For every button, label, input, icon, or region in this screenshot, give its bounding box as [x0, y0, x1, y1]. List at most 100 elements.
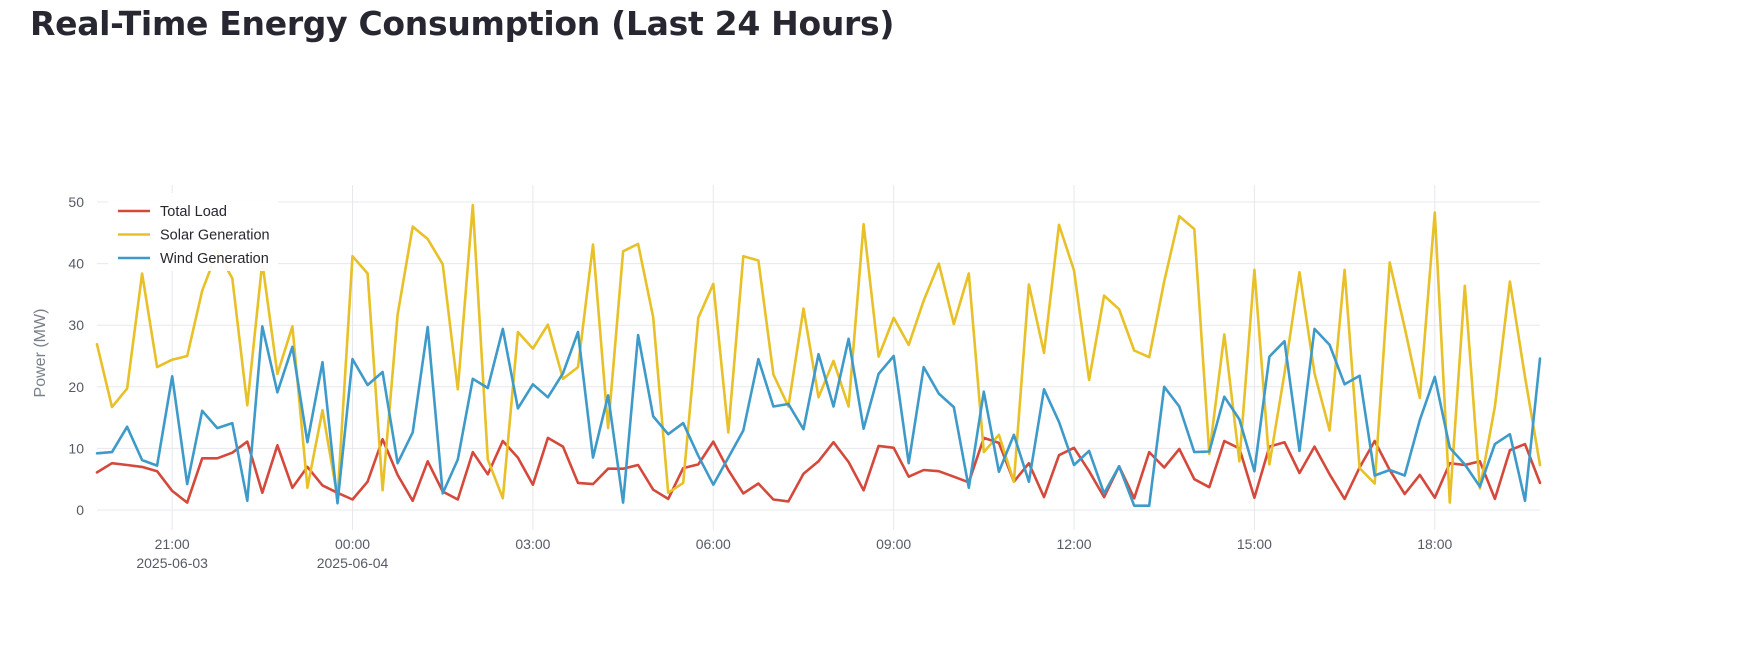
data-point[interactable]	[350, 356, 356, 362]
data-point[interactable]	[109, 449, 115, 455]
data-point[interactable]	[861, 426, 867, 432]
data-point[interactable]	[1041, 350, 1047, 356]
data-point[interactable]	[1402, 473, 1408, 479]
data-point[interactable]	[755, 481, 761, 487]
data-point[interactable]	[289, 485, 295, 491]
data-point[interactable]	[831, 358, 837, 364]
data-point[interactable]	[620, 248, 626, 254]
data-point[interactable]	[801, 306, 807, 312]
legend-item[interactable]: Total Load	[118, 204, 227, 220]
data-point[interactable]	[816, 394, 822, 400]
data-point[interactable]	[350, 497, 356, 503]
data-point[interactable]	[274, 371, 280, 377]
legend-item[interactable]: Solar Generation	[118, 228, 270, 244]
data-point[interactable]	[1342, 381, 1348, 387]
data-point[interactable]	[906, 342, 912, 348]
data-point[interactable]	[1432, 495, 1438, 501]
data-point[interactable]	[1462, 461, 1468, 467]
data-point[interactable]	[440, 490, 446, 496]
data-point[interactable]	[785, 498, 791, 504]
data-point[interactable]	[244, 498, 250, 504]
data-point[interactable]	[470, 449, 476, 455]
data-point[interactable]	[169, 488, 175, 494]
data-point[interactable]	[184, 353, 190, 359]
data-point[interactable]	[1011, 432, 1017, 438]
data-point[interactable]	[500, 438, 506, 444]
data-point[interactable]	[1251, 267, 1257, 273]
data-point[interactable]	[1342, 496, 1348, 502]
data-point[interactable]	[154, 463, 160, 469]
series-line-2[interactable]	[95, 325, 1542, 508]
data-point[interactable]	[1266, 354, 1272, 360]
data-point[interactable]	[515, 405, 521, 411]
data-point[interactable]	[710, 281, 716, 287]
data-point[interactable]	[710, 482, 716, 488]
data-point[interactable]	[635, 241, 641, 247]
data-point[interactable]	[1282, 439, 1288, 445]
data-point[interactable]	[1266, 461, 1272, 467]
data-point[interactable]	[395, 312, 401, 318]
data-point[interactable]	[605, 466, 611, 472]
data-point[interactable]	[545, 435, 551, 441]
data-point[interactable]	[1357, 373, 1363, 379]
data-point[interactable]	[740, 428, 746, 434]
data-point[interactable]	[725, 455, 731, 461]
data-point[interactable]	[575, 364, 581, 370]
data-point[interactable]	[906, 474, 912, 480]
data-point[interactable]	[680, 480, 686, 486]
data-point[interactable]	[1297, 269, 1303, 275]
data-point[interactable]	[695, 453, 701, 459]
data-point[interactable]	[1236, 458, 1242, 464]
data-point[interactable]	[1161, 279, 1167, 285]
data-point[interactable]	[951, 404, 957, 410]
data-point[interactable]	[515, 455, 521, 461]
data-point[interactable]	[154, 468, 160, 474]
data-point[interactable]	[1432, 374, 1438, 380]
data-point[interactable]	[1522, 374, 1528, 380]
data-point[interactable]	[876, 443, 882, 449]
data-point[interactable]	[1026, 282, 1032, 288]
data-point[interactable]	[124, 462, 130, 468]
data-point[interactable]	[996, 469, 1002, 475]
data-point[interactable]	[1146, 354, 1152, 360]
data-point[interactable]	[1492, 496, 1498, 502]
data-point[interactable]	[605, 425, 611, 431]
data-point[interactable]	[304, 439, 310, 445]
data-point[interactable]	[560, 370, 566, 376]
data-point[interactable]	[199, 288, 205, 294]
data-point[interactable]	[1312, 370, 1318, 376]
data-point[interactable]	[876, 371, 882, 377]
data-point[interactable]	[395, 472, 401, 478]
data-point[interactable]	[1312, 444, 1318, 450]
data-point[interactable]	[1297, 470, 1303, 476]
data-point[interactable]	[695, 315, 701, 321]
data-point[interactable]	[1417, 417, 1423, 423]
data-point[interactable]	[1372, 473, 1378, 479]
data-point[interactable]	[665, 496, 671, 502]
data-point[interactable]	[425, 324, 431, 330]
data-point[interactable]	[740, 253, 746, 259]
data-point[interactable]	[770, 497, 776, 503]
data-point[interactable]	[545, 394, 551, 400]
data-point[interactable]	[380, 369, 386, 375]
data-point[interactable]	[440, 261, 446, 267]
data-point[interactable]	[1011, 479, 1017, 485]
data-point[interactable]	[500, 326, 506, 332]
data-point[interactable]	[560, 444, 566, 450]
data-point[interactable]	[229, 275, 235, 281]
data-point[interactable]	[770, 404, 776, 410]
data-point[interactable]	[365, 382, 371, 388]
data-point[interactable]	[1537, 462, 1543, 468]
data-point[interactable]	[1447, 445, 1453, 451]
data-point[interactable]	[1357, 465, 1363, 471]
data-point[interactable]	[169, 373, 175, 379]
data-point[interactable]	[455, 386, 461, 392]
data-point[interactable]	[951, 474, 957, 480]
data-point[interactable]	[199, 408, 205, 414]
data-point[interactable]	[380, 487, 386, 493]
data-point[interactable]	[966, 271, 972, 277]
data-point[interactable]	[229, 420, 235, 426]
data-point[interactable]	[1131, 503, 1137, 509]
data-point[interactable]	[470, 376, 476, 382]
data-point[interactable]	[1116, 463, 1122, 469]
